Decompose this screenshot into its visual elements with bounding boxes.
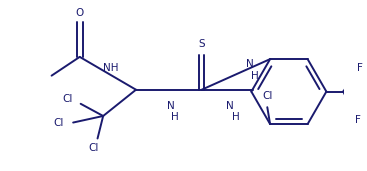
Text: O: O (76, 8, 84, 18)
Text: H: H (251, 71, 259, 81)
Text: NH: NH (103, 63, 119, 73)
Text: Cl: Cl (262, 91, 272, 101)
Text: Cl: Cl (88, 143, 99, 153)
Text: F: F (355, 115, 361, 125)
Text: Cl: Cl (53, 117, 63, 128)
Text: H: H (171, 112, 178, 122)
Text: H: H (232, 112, 239, 122)
Text: F: F (357, 63, 363, 73)
Text: S: S (198, 39, 205, 49)
Text: N: N (226, 101, 234, 111)
Text: N: N (167, 101, 175, 111)
Text: N: N (246, 59, 253, 69)
Text: Cl: Cl (62, 94, 73, 104)
